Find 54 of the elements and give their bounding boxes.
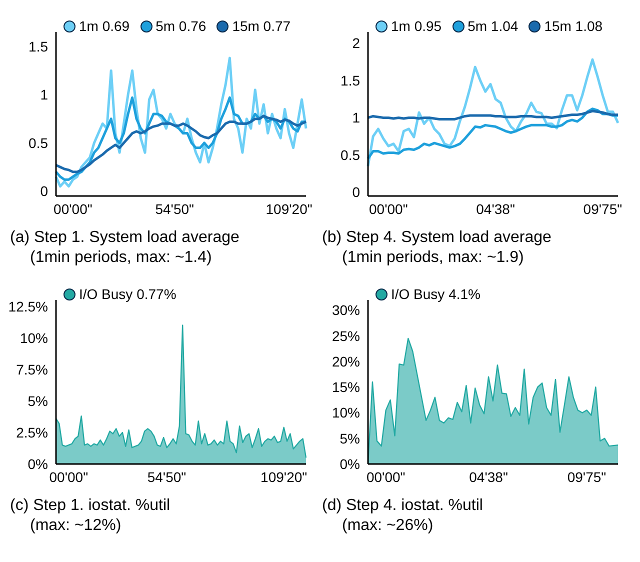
y-tick-label: 12.5%	[8, 298, 48, 314]
x-tick-label: 04'38"	[476, 200, 515, 217]
line-series	[366, 108, 620, 160]
y-tick-label: 2.5%	[16, 424, 48, 440]
x-tick-label: 00'00"	[366, 468, 406, 485]
line-series	[366, 58, 620, 168]
text: (c) Step 1. iostat. %util	[10, 496, 172, 516]
x-tick-label: 00'00"	[54, 200, 92, 217]
legend-label: 15m 0.77	[232, 18, 291, 34]
line-series	[54, 114, 308, 174]
x-tick-label: 00'00"	[49, 468, 88, 485]
y-tick-label: 5%	[340, 430, 360, 446]
y-tick-label: 1	[40, 86, 48, 103]
text: (a) Step 1. System load average	[10, 228, 240, 248]
y-tick-label: 25%	[332, 328, 360, 344]
y-tick-label: 0%	[340, 456, 360, 472]
y-tick-label: 2	[352, 35, 360, 52]
legend-label: 5m 0.76	[156, 18, 206, 34]
x-tick-label: 00'00"	[369, 200, 408, 217]
legend-label: I/O Busy 0.77%	[79, 286, 176, 302]
y-tick-label: 1	[352, 110, 360, 126]
y-tick-label: 1.5	[340, 72, 360, 88]
y-tick-label: 30%	[332, 302, 360, 318]
x-tick-label: 109'20"	[266, 200, 312, 217]
text: (max: ~12%)	[29, 516, 122, 536]
y-tick-label: 7.5%	[16, 361, 48, 378]
x-tick-label: 09'75"	[583, 200, 622, 217]
legend-label: 1m 0.95	[391, 18, 442, 34]
y-tick-label: 0%	[28, 456, 48, 472]
x-tick-label: 109'20"	[260, 468, 308, 485]
x-tick-label: 04'38"	[469, 468, 508, 485]
x-tick-label: 09'75"	[567, 468, 606, 485]
x-tick-label: 54'50"	[155, 200, 194, 217]
y-tick-label: 10%	[332, 404, 360, 421]
text: (1min periods, max: ~1.9)	[341, 248, 525, 268]
y-tick-label: 0.5	[28, 134, 48, 151]
text: (b) Step 4. System load average	[322, 228, 552, 248]
y-tick-label: 0	[40, 183, 48, 200]
y-tick-label: 0	[352, 184, 360, 200]
y-tick-label: 15%	[332, 379, 360, 396]
y-tick-label: 5%	[28, 392, 48, 409]
y-tick-label: 20%	[332, 353, 360, 370]
legend-label: 5m 1.04	[468, 18, 518, 34]
text: (d) Step 4. iostat. %util	[322, 496, 484, 516]
legend-label: 1m 0.69	[79, 18, 130, 34]
line-series	[366, 110, 620, 120]
y-tick-label: 10%	[20, 330, 48, 346]
y-tick-label: 1.5	[28, 38, 48, 54]
text: (max: ~26%)	[341, 516, 434, 536]
y-tick-label: 0.5	[340, 146, 360, 163]
legend-label: I/O Busy 4.1%	[391, 286, 480, 302]
x-tick-label: 54'50"	[147, 468, 186, 485]
legend-label: 15m 1.08	[544, 18, 603, 34]
text: (1min periods, max: ~1.4)	[29, 248, 213, 268]
